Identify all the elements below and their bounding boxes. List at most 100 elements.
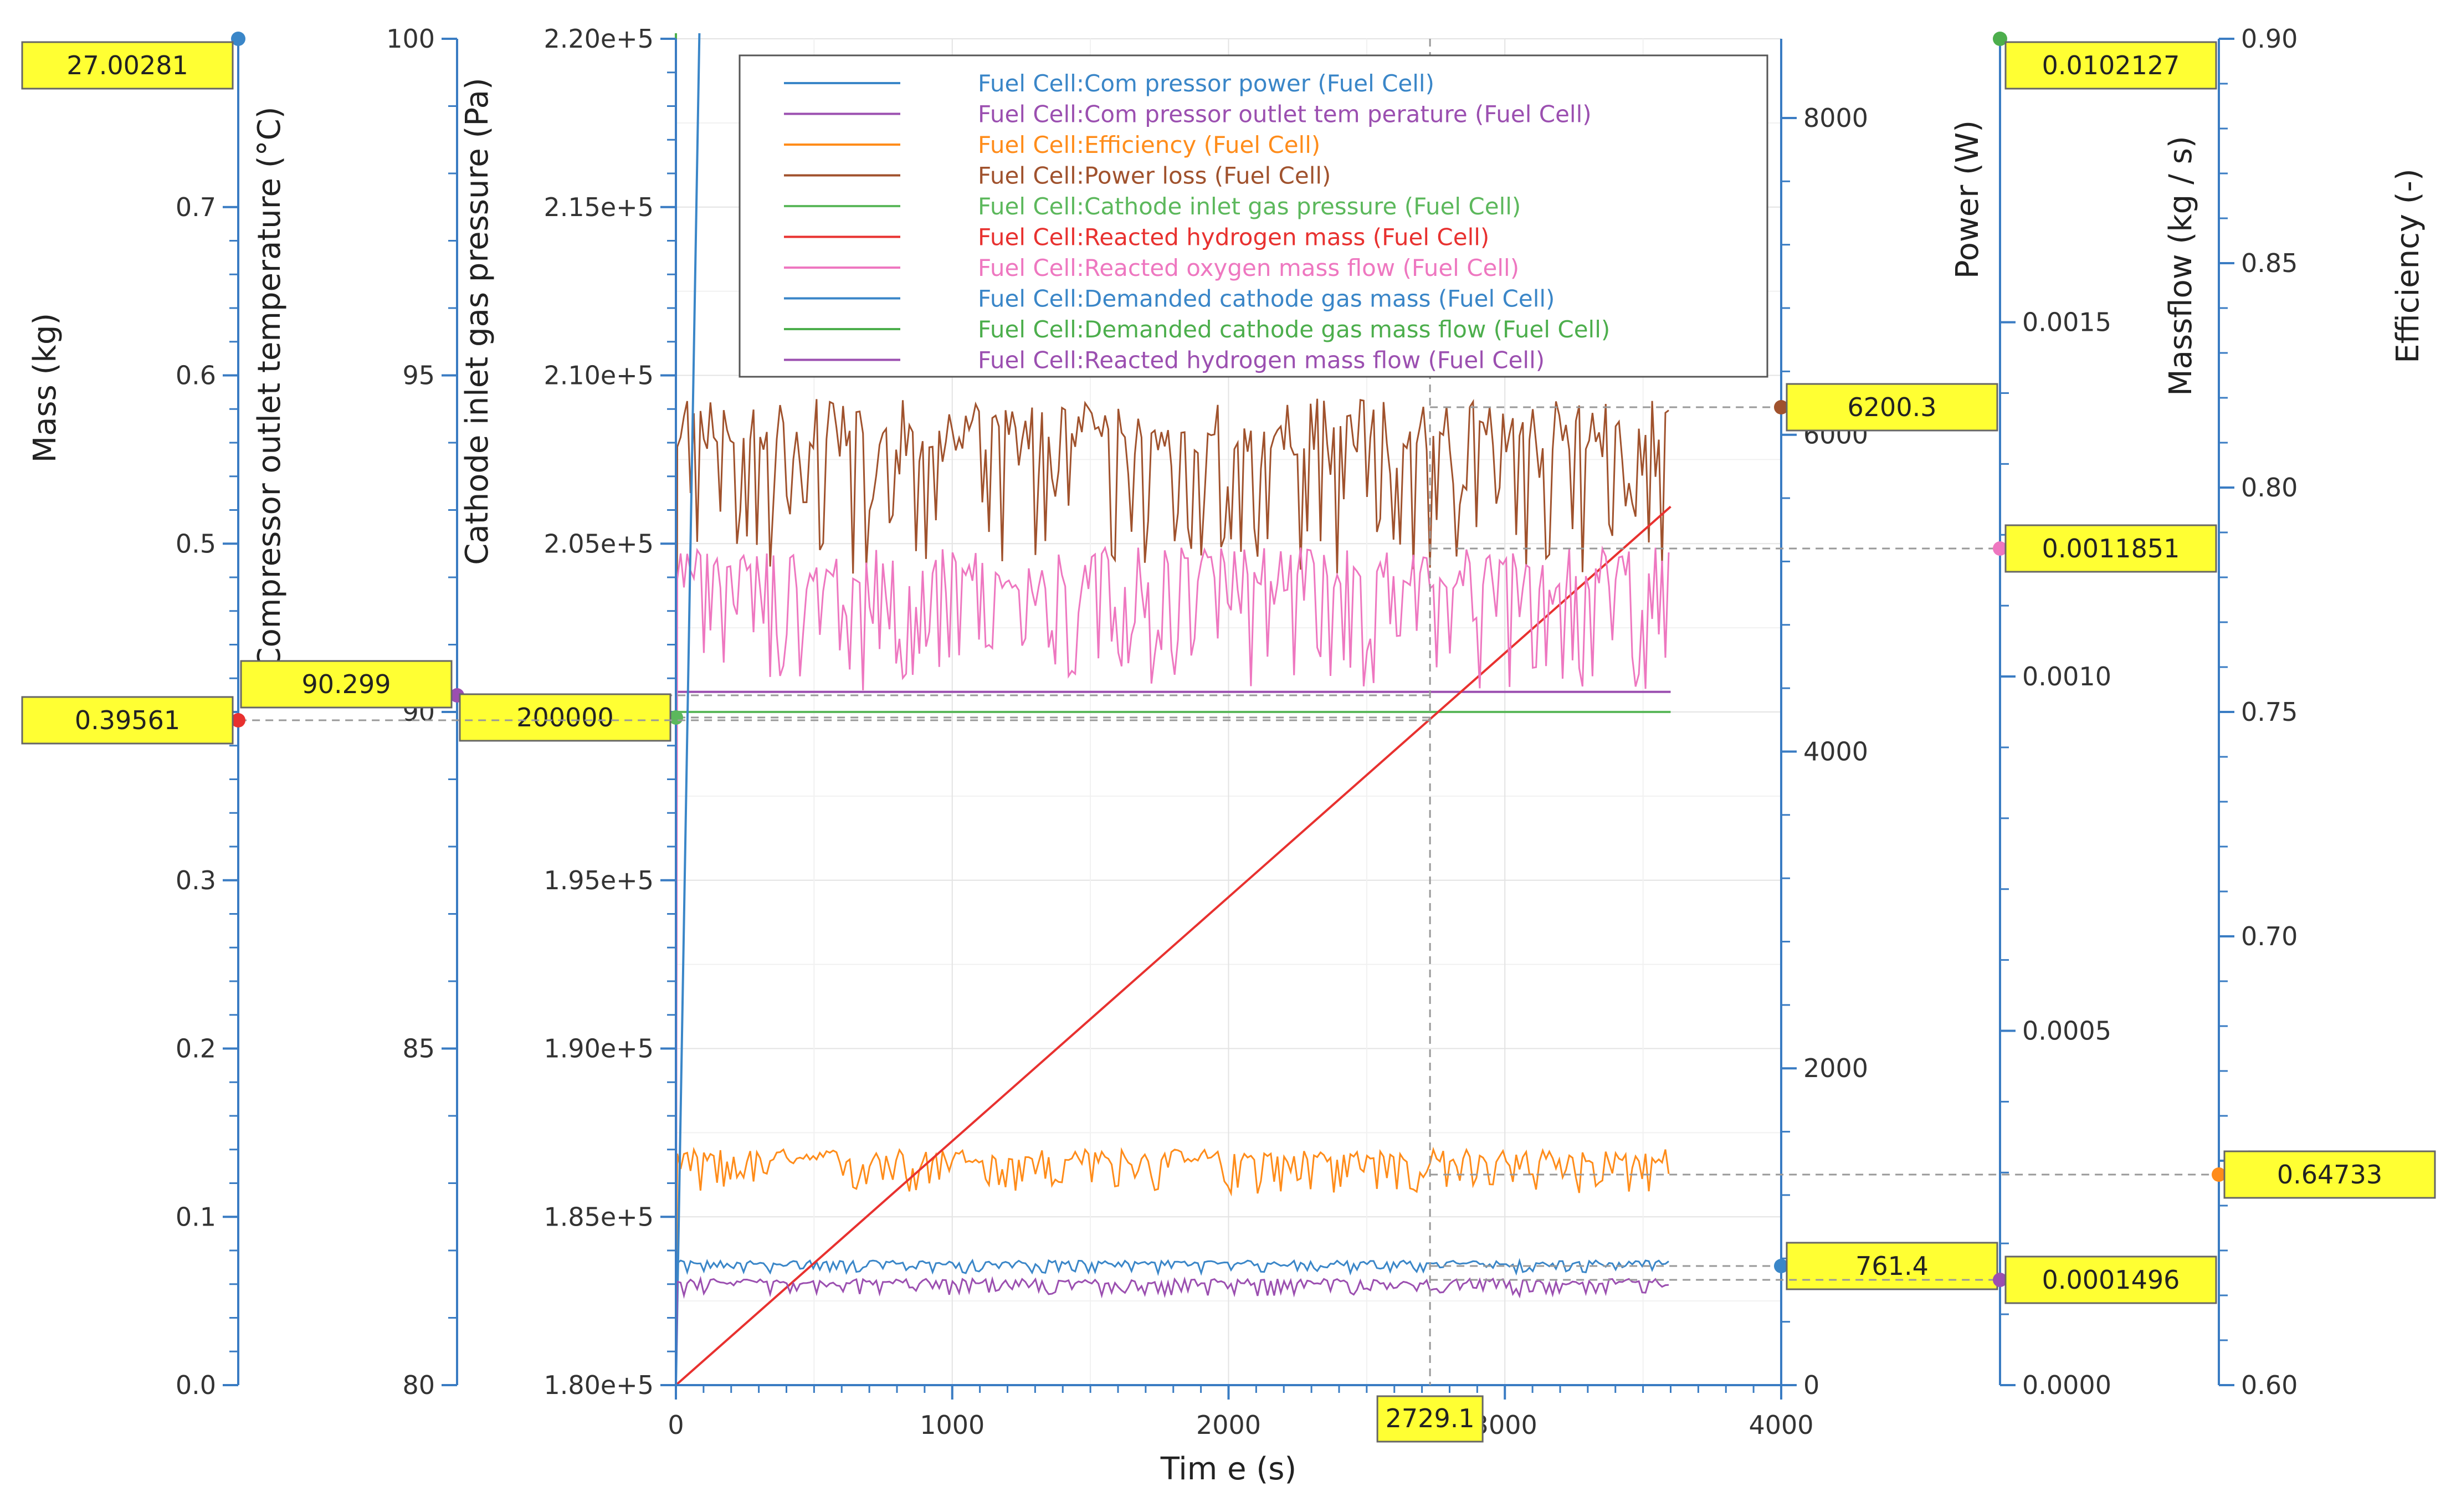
marker-value: 0.0102127 — [2042, 50, 2180, 80]
marker-box — [240, 660, 453, 709]
tick-label: 0.0010 — [2022, 662, 2111, 691]
series-line-6 — [675, 545, 1670, 1386]
legend-item: Fuel Cell:Power loss (Fuel Cell) — [784, 162, 1331, 189]
legend-label: Fuel Cell:Reacted oxygen mass flow (Fuel… — [978, 254, 1519, 281]
marker-box — [21, 41, 234, 90]
value-marker-6: 0.0011851 — [1430, 524, 2217, 573]
tick-label: 0.85 — [2241, 248, 2298, 278]
tick-label: 0.7 — [176, 192, 216, 222]
cursor-x-box — [1376, 1395, 1484, 1443]
tick-label: 2.15e+5 — [543, 192, 654, 222]
marker-value: 0.0001496 — [2042, 1265, 2180, 1295]
marker-box — [459, 693, 671, 742]
tick-label: 4000 — [1748, 1410, 1813, 1440]
axis-title-mass: Mass (kg) — [27, 313, 63, 463]
tick-label: 0.0 — [176, 1370, 216, 1400]
series-line-2 — [675, 1146, 1670, 1386]
x-axis-title: Tim e (s) — [1160, 1451, 1297, 1487]
legend-item: Fuel Cell:Demanded cathode gas mass flow… — [784, 316, 1610, 343]
legend-item: Fuel Cell:Reacted hydrogen mass (Fuel Ce… — [784, 224, 1489, 251]
tick-label: 0.0005 — [2022, 1016, 2111, 1046]
value-marker-7: 27.00281 — [21, 32, 245, 90]
marker-box — [21, 696, 234, 745]
value-marker-8: 0.0102127 — [1993, 32, 2217, 90]
tick-label: 95 — [402, 361, 435, 391]
tick-label: 0.70 — [2241, 921, 2298, 951]
value-marker-3: 6200.3 — [1430, 383, 1998, 432]
tick-label: 0.80 — [2241, 473, 2298, 503]
tick-label: 1000 — [920, 1410, 984, 1440]
marker-value: 0.0011851 — [2042, 534, 2180, 563]
marker-box — [2004, 1255, 2217, 1304]
tick-label: 80 — [402, 1370, 435, 1400]
tick-label: 0.90 — [2241, 24, 2298, 54]
marker-box — [1786, 1242, 1998, 1290]
legend-item: Fuel Cell:Cathode inlet gas pressure (Fu… — [784, 193, 1521, 220]
cursor-layer: 2729.1761.490.2990.647336200.32000000.39… — [21, 32, 2436, 1443]
marker-dot — [1993, 32, 2007, 46]
legend-item: Fuel Cell:Efficiency (Fuel Cell) — [784, 131, 1320, 158]
marker-dot — [1774, 400, 1788, 414]
axis-title-pres: Cathode inlet gas pressure (Pa) — [459, 78, 495, 565]
marker-dot — [231, 713, 245, 727]
marker-box — [2004, 524, 2217, 573]
legend-label: Fuel Cell:Reacted hydrogen mass flow (Fu… — [978, 347, 1545, 374]
marker-value: 27.00281 — [66, 50, 188, 80]
tick-label: 0.6 — [176, 361, 216, 391]
legend-label: Fuel Cell:Com pressor power (Fuel Cell) — [978, 70, 1434, 97]
legend-item: Fuel Cell:Demanded cathode gas mass (Fue… — [784, 285, 1555, 312]
legend: Fuel Cell:Com pressor power (Fuel Cell) F… — [739, 54, 1768, 378]
tick-label: 0.0000 — [2022, 1370, 2111, 1400]
axis-title-massflow: Massflow (kg / s) — [2163, 136, 2199, 396]
tick-label: 1.95e+5 — [543, 865, 654, 895]
series-line-3 — [675, 398, 1669, 1386]
tick-label: 0.60 — [2241, 1370, 2298, 1400]
axis-title-temp: Compressor outlet temperature (°C) — [252, 106, 288, 669]
value-marker-0: 761.4 — [1430, 1242, 1998, 1290]
legend-item: Fuel Cell:Reacted hydrogen mass flow (Fu… — [784, 347, 1545, 374]
tick-label: 2.20e+5 — [543, 24, 654, 54]
marker-dot — [1993, 1273, 2007, 1287]
tick-label: 2000 — [1803, 1053, 1868, 1083]
tick-label: 0 — [668, 1410, 684, 1440]
marker-value: 90.299 — [302, 669, 391, 699]
tick-label: 1.90e+5 — [543, 1034, 654, 1064]
axis-title-eff: Efficiency (-) — [2390, 168, 2426, 363]
value-marker-4: 200000 — [459, 693, 1430, 742]
legend-box — [739, 54, 1768, 378]
tick-label: 8000 — [1803, 103, 1868, 133]
legend-item: Fuel Cell:Com pressor power (Fuel Cell) — [784, 70, 1434, 97]
value-marker-5: 0.39561 — [21, 696, 1430, 745]
series-line-5 — [675, 505, 1671, 1386]
legend-label: Fuel Cell:Demanded cathode gas mass (Fue… — [978, 285, 1555, 312]
tick-label: 0.1 — [176, 1202, 216, 1232]
marker-dot — [1774, 1259, 1788, 1273]
marker-box — [2004, 41, 2217, 90]
legend-label: Fuel Cell:Demanded cathode gas mass flow… — [978, 316, 1610, 343]
value-marker-1: 90.299 — [240, 660, 1430, 709]
legend-item: Fuel Cell:Com pressor outlet tem peratur… — [784, 101, 1592, 128]
legend-item: Fuel Cell:Reacted oxygen mass flow (Fuel… — [784, 254, 1519, 281]
tick-label: 2.10e+5 — [543, 361, 654, 391]
marker-value: 761.4 — [1855, 1251, 1929, 1281]
marker-value: 0.64733 — [2277, 1160, 2382, 1190]
marker-dot — [231, 32, 245, 46]
marker-box — [2223, 1150, 2436, 1199]
marker-value: 0.39561 — [75, 705, 180, 735]
series-line-0 — [675, 1258, 1669, 1386]
legend-label: Fuel Cell:Reacted hydrogen mass (Fuel Ce… — [978, 224, 1489, 251]
tick-label: 0.75 — [2241, 697, 2298, 727]
tick-label: 4000 — [1803, 736, 1868, 766]
tick-label: 0.5 — [176, 529, 216, 558]
marker-box — [1786, 383, 1998, 432]
tick-label: 85 — [402, 1034, 435, 1064]
tick-label: 0.3 — [176, 865, 216, 895]
cursor-x-value: 2729.1 — [1386, 1403, 1475, 1433]
legend-label: Fuel Cell:Efficiency (Fuel Cell) — [978, 131, 1320, 158]
tick-label: 0 — [1803, 1370, 1819, 1400]
marker-value: 6200.3 — [1848, 392, 1937, 422]
